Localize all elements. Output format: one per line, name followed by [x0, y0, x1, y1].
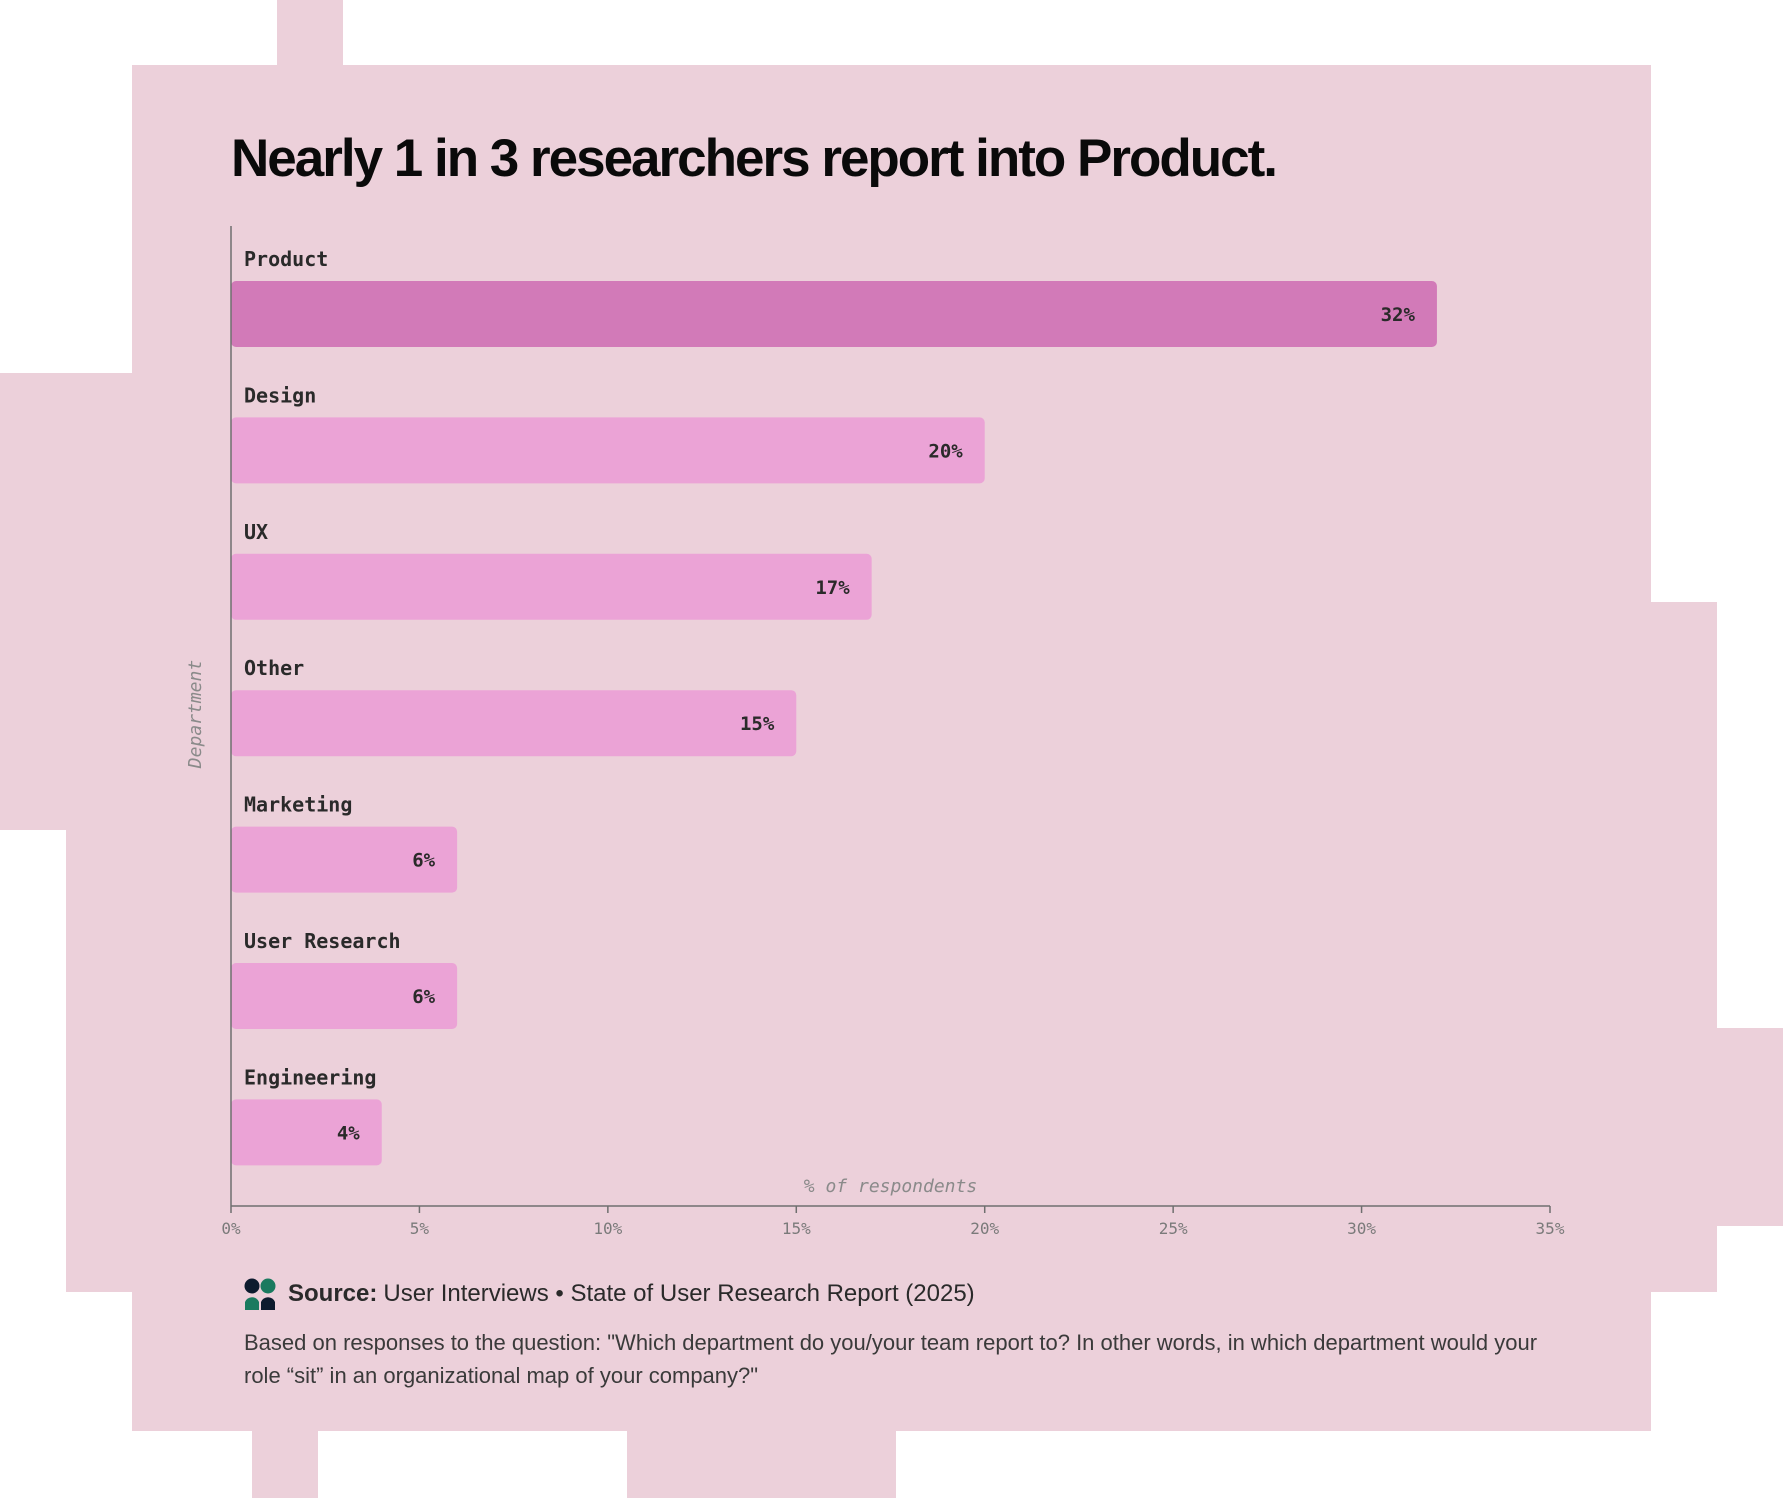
value-label: 17%	[815, 577, 850, 599]
background-shape	[1710, 1028, 1783, 1226]
value-label: 6%	[412, 850, 435, 872]
category-label: Other	[244, 656, 304, 680]
axis-layer: 0% 5% 10% 15% 20% 25% 30% 35% % of respondents De…	[185, 226, 1565, 1238]
bar-user-research	[231, 963, 458, 1029]
bar-engineering	[231, 1099, 382, 1166]
background-shape	[252, 1425, 318, 1498]
x-tick-label: 5%	[410, 1219, 430, 1238]
bar-ux	[231, 553, 872, 620]
bar-product	[231, 281, 1437, 347]
background-shape	[66, 825, 146, 1292]
background-shape	[1645, 602, 1717, 1292]
x-axis-title: % of respondents	[804, 1176, 977, 1197]
source-line: Source: User Interviews • State of User …	[244, 1278, 975, 1310]
chart-title: Nearly 1 in 3 researchers report into Pr…	[231, 129, 1278, 188]
value-label: 20%	[928, 440, 963, 462]
category-label: Product	[244, 247, 328, 271]
source-label: Source:	[288, 1280, 378, 1307]
category-label: UX	[244, 520, 268, 544]
bar-marketing	[231, 826, 458, 893]
y-axis-title: Department	[185, 660, 206, 769]
background-shape	[627, 1425, 896, 1498]
value-label: 6%	[412, 986, 435, 1008]
category-label: Design	[244, 383, 316, 407]
category-label: User Research	[244, 929, 401, 953]
x-tick-label: 35%	[1536, 1219, 1565, 1238]
bar-other	[231, 690, 797, 757]
category-label: Engineering	[244, 1065, 376, 1089]
source-text: User Interviews • State of User Research…	[383, 1280, 975, 1307]
category-label: Marketing	[244, 793, 352, 817]
user-interviews-logo-icon	[244, 1278, 276, 1310]
bar-design	[231, 417, 985, 484]
background-shape	[277, 0, 343, 70]
question-note: Based on responses to the question: "Whi…	[244, 1330, 1538, 1388]
value-label: 4%	[337, 1122, 360, 1144]
background-shape	[0, 373, 140, 830]
x-tick-label: 20%	[970, 1219, 999, 1238]
bars-layer: Product 32% Design 20% UX 17% Other 15% Marketin…	[231, 247, 1437, 1166]
x-tick-label: 10%	[593, 1219, 622, 1238]
x-tick-label: 15%	[782, 1219, 811, 1238]
x-tick-label: 30%	[1347, 1219, 1376, 1238]
value-label: 15%	[740, 713, 775, 735]
x-tick-label: 25%	[1159, 1219, 1188, 1238]
value-label: 32%	[1381, 304, 1416, 326]
x-tick-label: 0%	[221, 1219, 241, 1238]
